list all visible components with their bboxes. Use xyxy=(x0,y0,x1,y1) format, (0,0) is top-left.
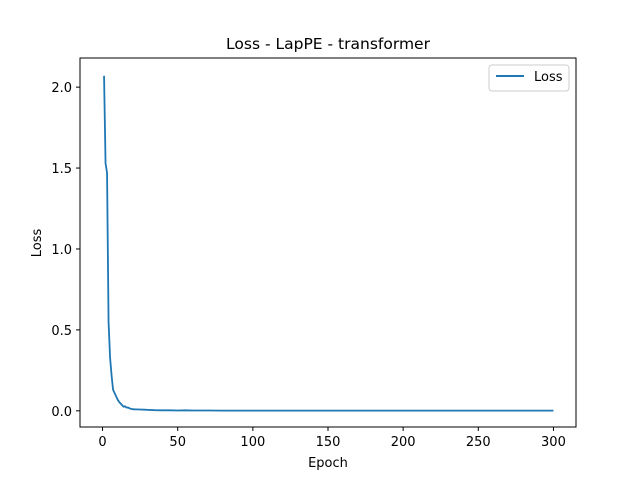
x-tick-label: 0 xyxy=(98,435,106,450)
legend: Loss xyxy=(488,64,570,92)
legend-label-loss: Loss xyxy=(534,70,563,85)
plot-area xyxy=(103,75,554,412)
y-tick-label: 2.0 xyxy=(51,81,72,96)
y-axis: 0.0 0.5 1.0 1.5 2.0 xyxy=(51,81,80,420)
x-tick-label: 200 xyxy=(391,435,416,450)
legend-box xyxy=(488,64,570,92)
x-tick-label: 150 xyxy=(316,435,341,450)
y-tick-label: 0.0 xyxy=(51,405,72,420)
y-tick-label: 1.5 xyxy=(51,162,72,177)
x-tick-label: 100 xyxy=(240,435,265,450)
x-axis-label: Epoch xyxy=(308,456,348,471)
x-axis: 0 50 100 150 200 250 300 xyxy=(98,427,566,450)
y-axis-label: Loss xyxy=(30,229,45,258)
chart-title: Loss - LapPE - transformer xyxy=(226,35,431,53)
x-tick-label: 300 xyxy=(541,435,566,450)
x-tick-label: 50 xyxy=(169,435,186,450)
y-tick-label: 0.5 xyxy=(51,324,72,339)
series-line-loss xyxy=(103,75,554,412)
y-tick-label: 1.0 xyxy=(51,243,72,258)
x-tick-label: 250 xyxy=(466,435,491,450)
